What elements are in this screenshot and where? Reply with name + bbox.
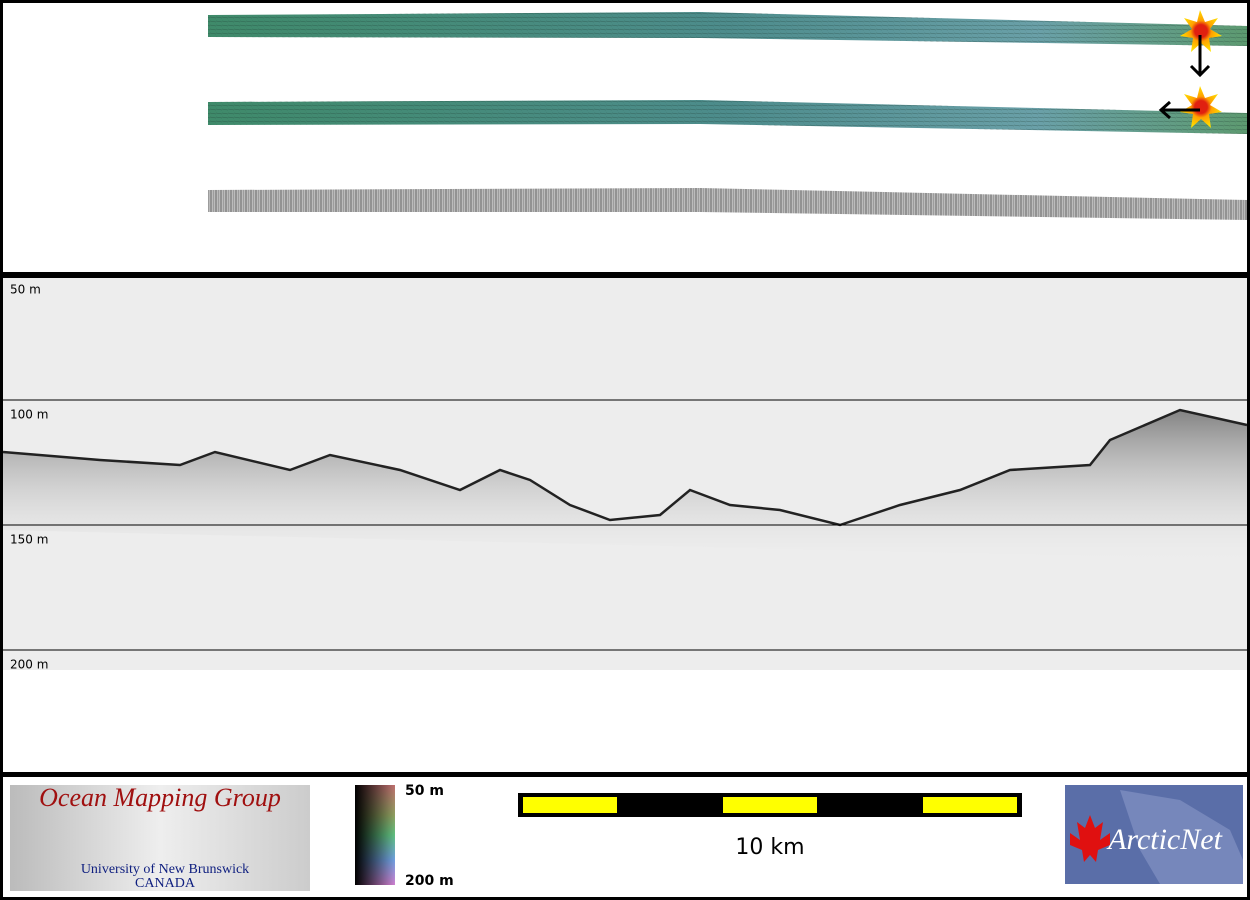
colorbar-shade bbox=[355, 785, 395, 885]
depth-lines bbox=[3, 399, 1247, 651]
scale-bar bbox=[518, 793, 1022, 817]
depth-label: 100 m bbox=[10, 408, 48, 422]
maple-leaf bbox=[1070, 815, 1110, 862]
seafloor-line bbox=[2, 408, 1248, 527]
direction-arrows bbox=[1158, 35, 1211, 120]
ship-marker-2 bbox=[1180, 86, 1222, 128]
ship-marker-1 bbox=[1180, 10, 1222, 52]
scale-label: 10 km bbox=[735, 835, 804, 860]
swath-texture-2 bbox=[208, 100, 1247, 134]
colorbar-label: 200 m bbox=[405, 873, 454, 889]
omg-logo bbox=[10, 785, 310, 891]
omg-title: Ocean Mapping Group bbox=[39, 783, 281, 812]
omg-country: CANADA bbox=[135, 876, 196, 891]
swath-grayscale bbox=[208, 188, 1247, 220]
swath-texture-1 bbox=[208, 12, 1247, 46]
seafloor-backscatter bbox=[3, 410, 1247, 560]
swath-panel bbox=[3, 3, 1247, 272]
omg-university: University of New Brunswick bbox=[81, 862, 249, 877]
depth-label: 150 m bbox=[10, 533, 48, 547]
depth-label: 50 m bbox=[10, 283, 41, 297]
colorbar-label: 50 m bbox=[405, 783, 444, 799]
depth-label: 200 m bbox=[10, 658, 48, 672]
arcticnet-text: ArcticNet bbox=[1106, 823, 1223, 856]
arcticnet-map bbox=[1120, 790, 1243, 884]
